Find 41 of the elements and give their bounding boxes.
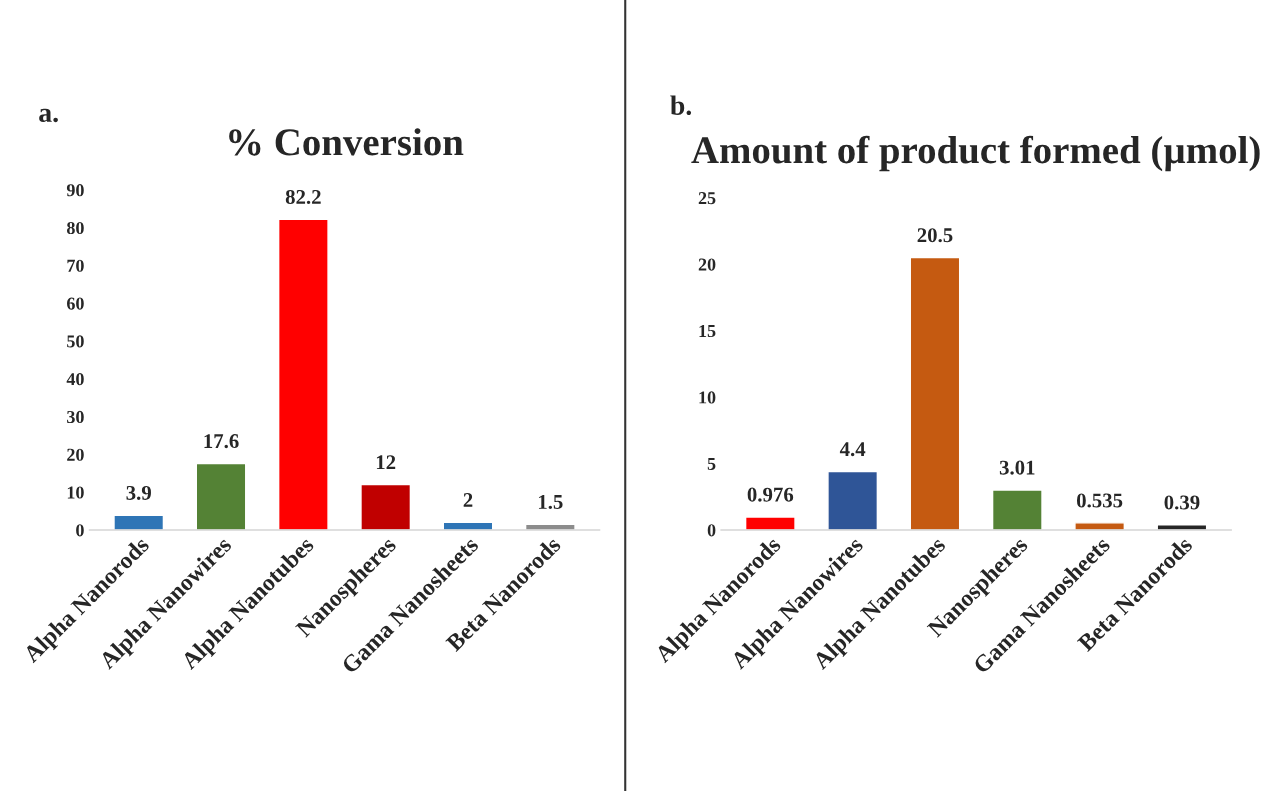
chart-title: % Conversion	[229, 128, 464, 156]
y-tick-label: 10	[67, 486, 84, 499]
bar	[195, 462, 247, 530]
data-label: 1.5	[538, 495, 563, 510]
y-tick-label: 40	[66, 373, 84, 386]
y-tick-label: 15	[699, 324, 716, 338]
y-tick-label: 50	[67, 335, 84, 348]
data-label: 3.9	[126, 485, 151, 500]
bar	[113, 514, 165, 530]
chart-title: Amount of product formed (µmol)	[691, 135, 1260, 172]
data-label: 4.4	[839, 442, 866, 457]
bar	[744, 516, 796, 530]
data-label: 3.01	[999, 460, 1035, 475]
bar	[991, 489, 1043, 530]
y-tick-label: 60	[67, 297, 84, 310]
bar	[1074, 522, 1126, 530]
bar	[909, 256, 961, 530]
y-tick-label: 0	[707, 524, 716, 537]
bar	[277, 218, 329, 530]
data-label: 0.976	[747, 487, 794, 502]
y-tick-label: 20	[67, 448, 84, 461]
data-label: 82.2	[285, 189, 321, 205]
data-label: 0.535	[1076, 493, 1123, 508]
y-tick-label: 0	[76, 524, 84, 537]
y-tick-label: 10	[699, 391, 716, 404]
data-label: 12	[376, 455, 396, 470]
bar	[360, 483, 412, 530]
data-label: 0.39	[1164, 495, 1200, 510]
y-tick-label: 25	[698, 192, 716, 205]
y-tick-label: 70	[67, 259, 84, 272]
data-label: 20.5	[917, 228, 953, 243]
text: b.	[670, 95, 692, 116]
y-tick-label: 80	[67, 221, 84, 235]
y-tick-label: 5	[707, 457, 716, 470]
text: a.	[39, 108, 58, 123]
y-tick-label: 20	[698, 258, 716, 271]
data-label: 2	[463, 493, 473, 507]
bar	[827, 470, 879, 530]
y-tick-label: 90	[66, 184, 84, 197]
y-tick-label: 30	[67, 410, 84, 424]
data-label: 17.6	[204, 434, 239, 449]
